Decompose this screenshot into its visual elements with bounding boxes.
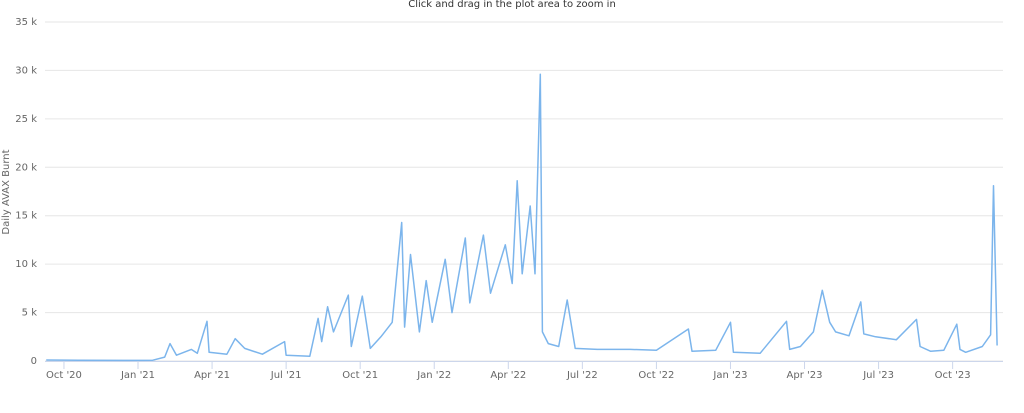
x-tick-label: Apr '22 [490,370,526,381]
x-tick-label: Apr '21 [194,370,230,381]
chart-subtitle: Click and drag in the plot area to zoom … [408,0,616,10]
x-tick-label: Apr '23 [787,370,823,381]
y-tick-label: 15 k [15,211,37,222]
x-tick-label: Oct '20 [46,370,82,381]
x-tick-label: Jul '23 [862,370,894,381]
x-tick-label: Jan '21 [120,370,155,381]
x-tick-label: Oct '21 [342,370,378,381]
y-tick-label: 0 [31,356,37,367]
x-tick-label: Jan '22 [416,370,451,381]
x-tick-label: Oct '23 [935,370,971,381]
x-tick-label: Jan '23 [712,370,747,381]
data-line [46,73,998,362]
y-tick-label: 20 k [15,162,37,173]
x-tick-label: Jul '22 [566,370,598,381]
x-tick-label: Jul '21 [270,370,302,381]
y-tick-label: 30 k [15,65,37,76]
y-tick-label: 25 k [15,114,37,125]
y-axis-label: Daily AVAX Burnt [1,149,12,234]
y-tick-label: 5 k [22,308,38,319]
y-tick-label: 35 k [15,17,37,28]
y-tick-label: 10 k [15,259,37,270]
x-tick-label: Oct '22 [638,370,674,381]
